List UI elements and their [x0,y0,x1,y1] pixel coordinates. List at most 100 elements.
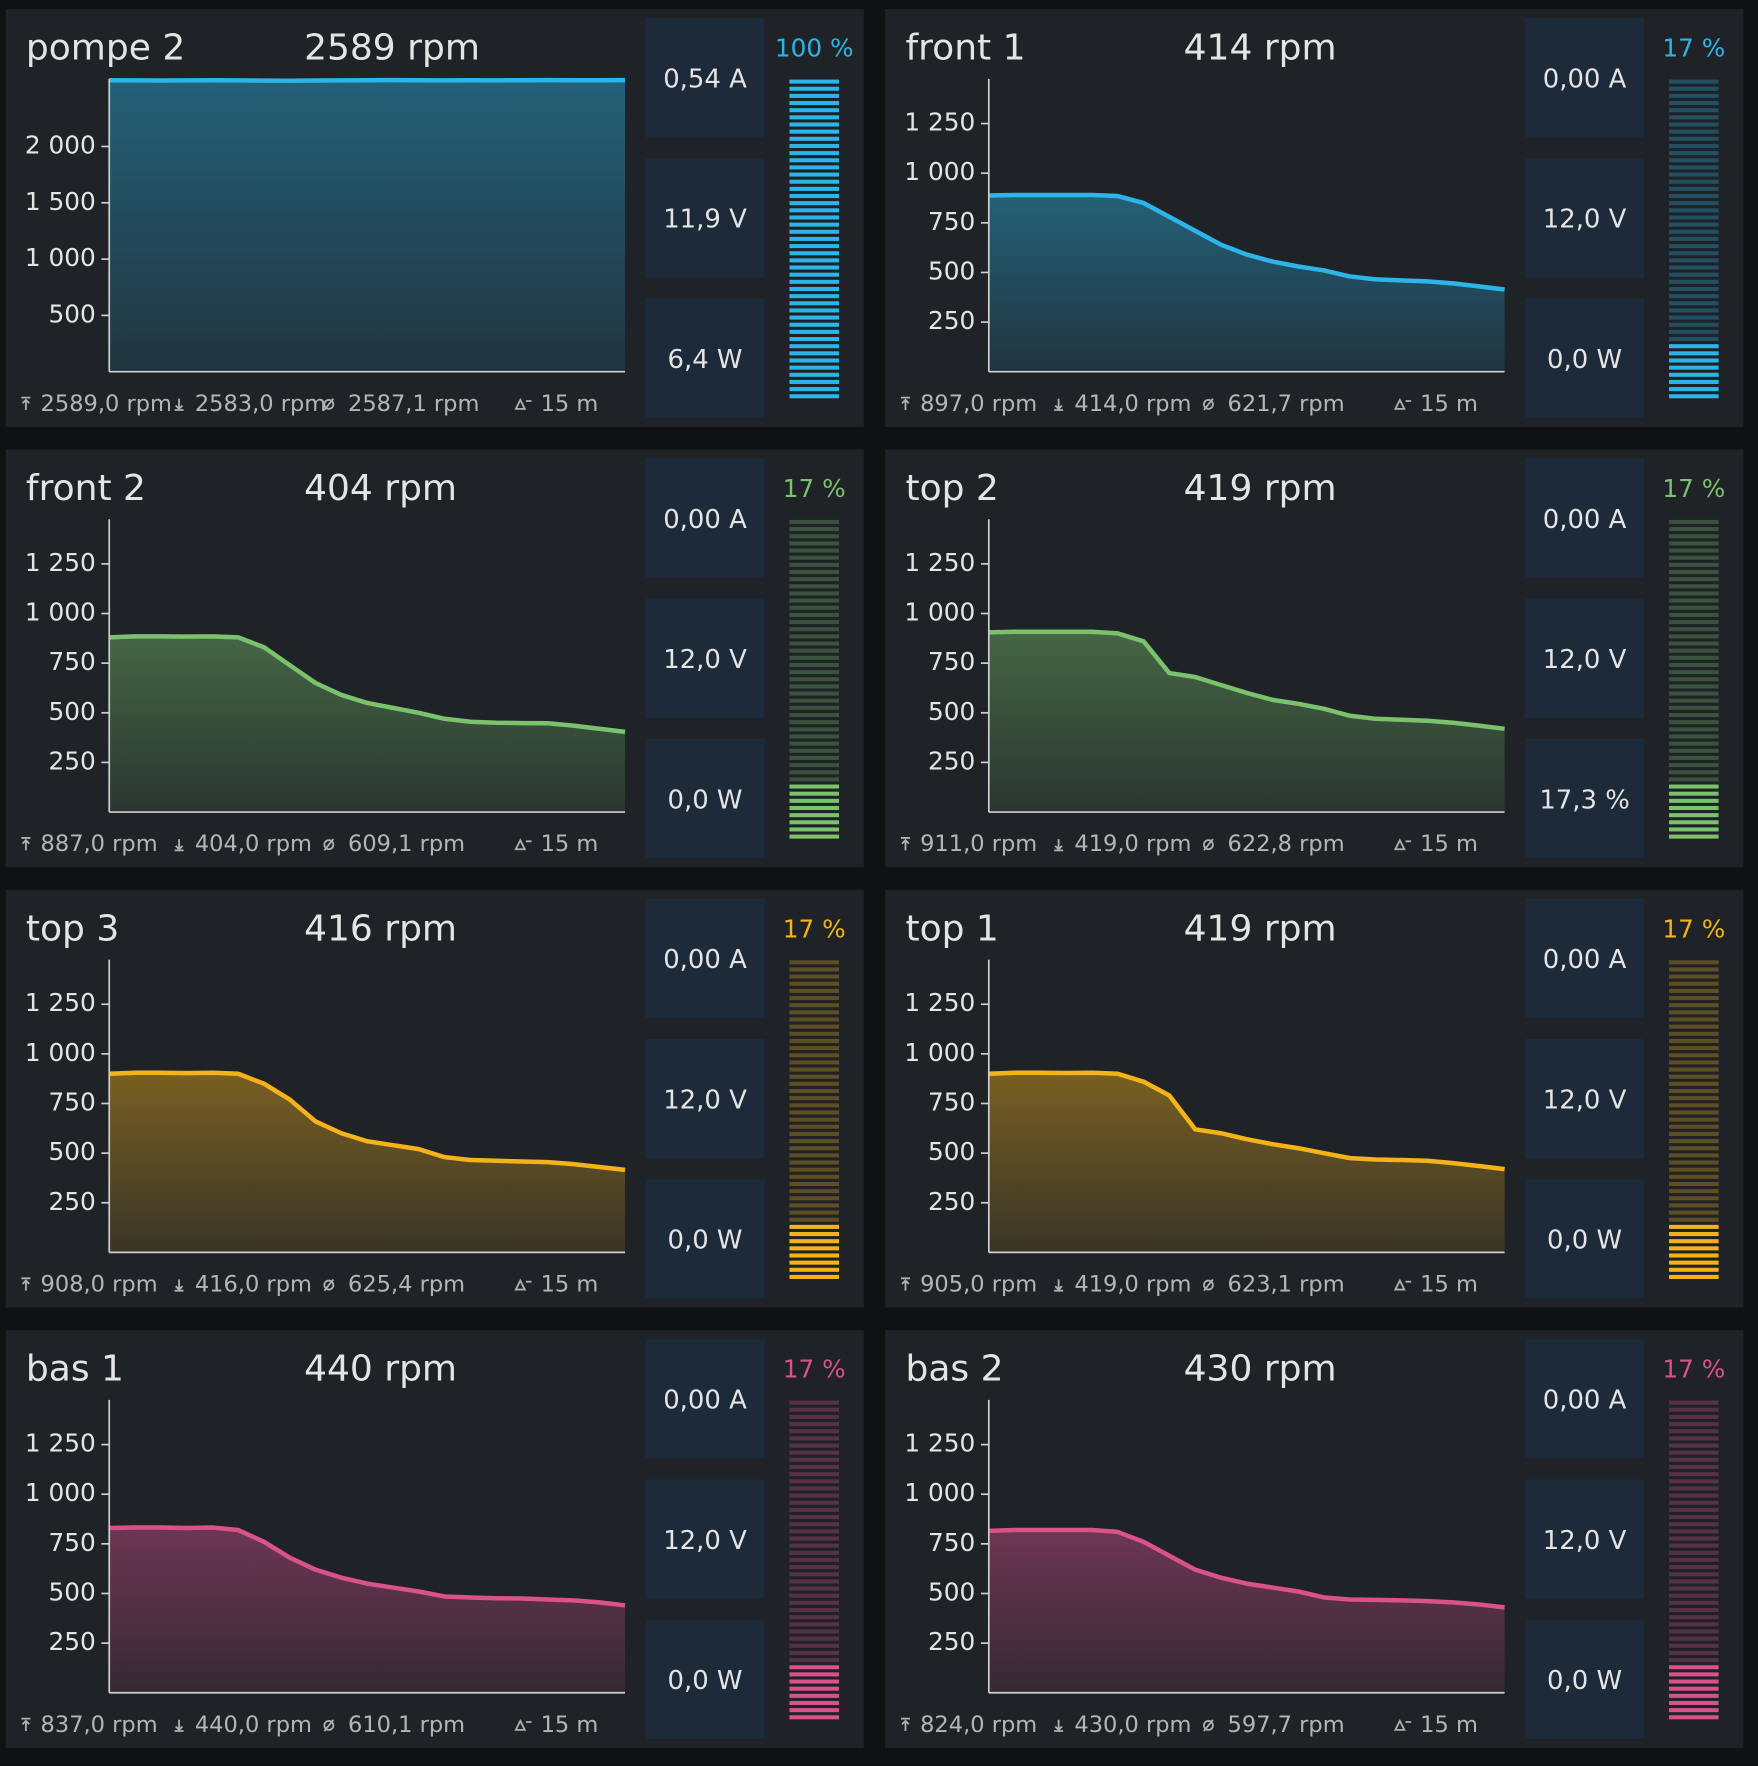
y-tick-label: 750 [48,647,95,676]
stat-span: 15 m [541,391,599,417]
meter-segment [1669,365,1719,370]
meter-segment [1669,1629,1719,1634]
meter-segment [789,677,840,682]
percent-label: 17 % [1662,1355,1725,1384]
meter-segment [1669,641,1719,646]
meter-segment [1669,1443,1719,1448]
meter-segment [1669,591,1719,596]
meter-segment [1669,136,1719,141]
y-tick-label: 1 000 [25,1038,96,1067]
meter-segment [1669,394,1719,399]
metric-box [1524,1619,1645,1739]
meter-segment [789,244,840,249]
metric-box [1524,18,1645,138]
meter-segment [1669,1110,1719,1115]
meter-segment [1669,322,1719,327]
meter-segment [1669,229,1719,234]
meter-segment [1669,1557,1719,1562]
meter-segment [1669,1153,1719,1158]
meter-segment [1669,634,1719,639]
meter-segment [789,351,840,356]
metric-box [1524,458,1645,578]
meter-segment [789,1557,840,1562]
avg-icon [1203,398,1214,411]
meter-segment [789,344,840,349]
meter-segment [1669,1679,1719,1684]
stat-avg: 597,7 rpm [1228,1712,1345,1738]
meter-segment [789,93,840,98]
meter-segment [1669,569,1719,575]
meter-segment [789,727,840,732]
metric-box [645,458,765,578]
meter-segment [1669,208,1719,213]
meter-segment [1669,1253,1719,1258]
meter-segment [789,598,840,603]
meter-segment [789,322,840,327]
metric-value: 0,0 W [667,1226,742,1256]
meter-segment [789,294,840,299]
meter-segment [1669,805,1719,811]
meter-segment [1669,1088,1719,1094]
meter-segment [1669,1658,1719,1663]
meter-segment [1669,670,1719,675]
meter-segment [789,1486,840,1491]
meter-segment [789,236,840,241]
y-tick-label: 250 [928,306,975,335]
meter-segment [789,813,840,818]
meter-segment [1669,1217,1719,1222]
fan-panel: top 1 419 rpm 0,00 A 12,0 V 0,0 W 17 % 250 500 7… [885,889,1744,1308]
stat-min: 430,0 rpm [1074,1712,1191,1738]
meter-segment [789,1024,840,1029]
meter-segment [789,967,840,972]
y-tick-label: 250 [48,1627,95,1656]
meter-segment [789,1131,840,1136]
stat-avg: 609,1 rpm [348,831,465,857]
max-icon [900,396,910,410]
stat-max: 911,0 rpm [920,831,1037,857]
meter-segment [789,1422,840,1427]
metric-value: 12,0 V [1543,1085,1627,1115]
meter-segment [789,394,840,399]
fan-name: pompe 2 [26,28,185,69]
meter-segment [789,329,840,334]
meter-segment [789,1153,840,1158]
meter-segment [1669,86,1719,91]
meter-segment [789,981,840,986]
meter-segment [1669,1536,1719,1541]
metric-box [1524,738,1645,859]
stat-span: 15 m [541,1712,599,1738]
meter-segment [1669,143,1719,148]
meter-segment [1669,648,1719,653]
stat-span: 15 m [1420,1272,1478,1298]
stat-span: 15 m [541,1272,599,1298]
metric-value: 0,0 W [1547,1666,1622,1696]
meter-segment [1669,1472,1719,1477]
meter-segment [1669,1429,1719,1434]
meter-segment [789,1479,840,1484]
meter-segment [1669,1146,1719,1151]
meter-segment [1669,1593,1719,1598]
meter-segment [1669,1529,1719,1534]
meter-segment [789,1600,840,1605]
meter-segment [789,1146,840,1151]
line [109,77,626,84]
meter-segment [1669,387,1719,392]
meter-segment [789,379,840,384]
fan-panel: top 2 419 rpm 0,00 A 12,0 V 17,3 % 17 % 250 500… [885,449,1744,868]
meter-segment [789,1693,840,1698]
metric-value: 12,0 V [1543,1526,1627,1556]
meter-segment [1669,1181,1719,1187]
metric-value: 12,0 V [663,1526,747,1556]
meter-segment [789,1400,840,1405]
y-tick-label: 1 250 [25,988,96,1017]
metric-box [645,1619,765,1739]
meter-segment [789,1217,840,1222]
meter-segment [789,1450,840,1455]
meter-segment [1669,186,1719,191]
metric-box [645,158,765,278]
meter-segment [1669,598,1719,603]
meter-segment [1669,691,1719,696]
meter-segment [1669,1700,1719,1706]
y-tick-label: 1 250 [904,988,975,1017]
